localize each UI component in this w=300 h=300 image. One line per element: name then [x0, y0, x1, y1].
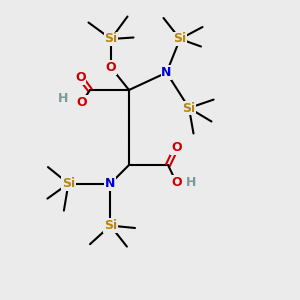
- Text: O: O: [76, 96, 87, 109]
- Text: N: N: [105, 177, 116, 190]
- Text: H: H: [58, 92, 68, 106]
- Text: Si: Si: [173, 32, 187, 46]
- Text: O: O: [171, 141, 182, 154]
- Text: Si: Si: [62, 177, 75, 190]
- Text: H: H: [186, 176, 197, 189]
- Text: O: O: [75, 71, 86, 84]
- Text: O: O: [106, 61, 116, 74]
- Text: Si: Si: [104, 219, 117, 232]
- Text: O: O: [171, 176, 182, 189]
- Text: N: N: [161, 66, 172, 79]
- Text: Si: Si: [182, 101, 196, 115]
- Text: Si: Si: [104, 32, 118, 46]
